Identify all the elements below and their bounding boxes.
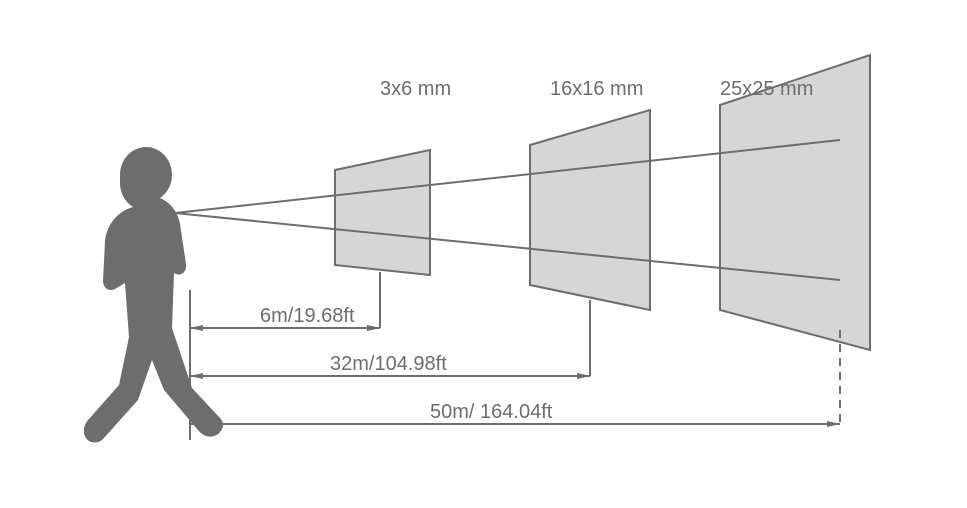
panel-3-size-label: 25x25 mm (720, 78, 813, 100)
panel-1 (335, 150, 430, 275)
dimension-2-label: 32m/104.98ft (330, 353, 447, 375)
panel-1-size-label: 3x6 mm (380, 78, 451, 100)
dimension-3-label: 50m/ 164.04ft (430, 401, 553, 423)
panel-2 (530, 110, 650, 310)
person-icon (84, 147, 223, 443)
dimension-1-label: 6m/19.68ft (260, 305, 355, 327)
panel-2-size-label: 16x16 mm (550, 78, 643, 100)
